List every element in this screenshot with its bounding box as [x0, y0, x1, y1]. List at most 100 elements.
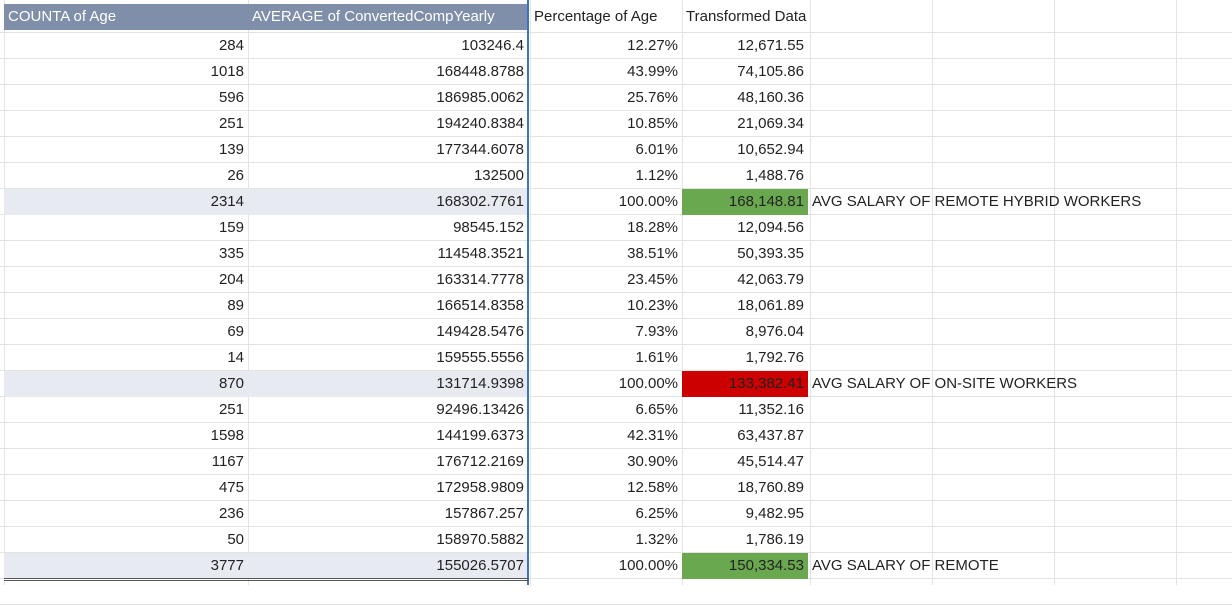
average-cell[interactable]: 158970.5882: [436, 531, 524, 548]
count-cell[interactable]: 2314: [4, 189, 248, 215]
count-cell[interactable]: 1598: [210, 427, 244, 444]
count-cell[interactable]: 596: [218, 89, 244, 106]
transformed-cell[interactable]: 18,760.89: [737, 479, 804, 496]
table-row: 14 159555.5556 1.61% 1,792.76: [0, 345, 1232, 371]
percentage-cell[interactable]: 1.32%: [635, 531, 678, 548]
average-cell[interactable]: 186985.0062: [436, 89, 524, 106]
transformed-cell[interactable]: 18,061.89: [737, 297, 804, 314]
average-cell[interactable]: 149428.5476: [436, 323, 524, 340]
count-cell[interactable]: 284: [218, 37, 244, 54]
percentage-cell[interactable]: 100.00%: [618, 557, 678, 574]
count-cell[interactable]: 475: [218, 479, 244, 496]
transformed-cell[interactable]: 42,063.79: [737, 271, 804, 288]
row-gridline: [0, 58, 1232, 59]
average-cell[interactable]: 166514.8358: [436, 297, 524, 314]
count-cell[interactable]: 3777: [4, 553, 248, 579]
percentage-cell[interactable]: 6.65%: [635, 401, 678, 418]
percentage-cell[interactable]: 7.93%: [635, 323, 678, 340]
highlighted-transformed-cell[interactable]: 133,382.41: [682, 371, 808, 397]
percentage-cell[interactable]: 1.61%: [635, 349, 678, 366]
transformed-cell[interactable]: 63,437.87: [737, 427, 804, 444]
count-cell[interactable]: 251: [218, 401, 244, 418]
count-cell[interactable]: 139: [218, 141, 244, 158]
transformed-cell[interactable]: 12,094.56: [737, 219, 804, 236]
row-gridline: [0, 266, 1232, 267]
average-cell[interactable]: 163314.7778: [436, 271, 524, 288]
transformed-cell[interactable]: 10,652.94: [737, 141, 804, 158]
header-counta-of-age[interactable]: COUNTA of Age: [4, 4, 248, 30]
count-cell[interactable]: 69: [227, 323, 244, 340]
average-cell[interactable]: 103246.4: [461, 37, 524, 54]
average-cell[interactable]: 131714.9398: [248, 371, 528, 397]
percentage-cell[interactable]: 12.58%: [627, 479, 678, 496]
percentage-cell[interactable]: 10.23%: [627, 297, 678, 314]
average-cell[interactable]: 132500: [473, 167, 524, 184]
table-row: 335 114548.3521 38.51% 50,393.35: [0, 241, 1232, 267]
table-row: 284 103246.4 12.27% 12,671.55: [0, 33, 1232, 59]
count-cell[interactable]: 89: [227, 297, 244, 314]
count-cell[interactable]: 159: [218, 219, 244, 236]
percentage-cell[interactable]: 23.45%: [627, 271, 678, 288]
percentage-cell[interactable]: 38.51%: [627, 245, 678, 262]
average-cell[interactable]: 92496.13426: [436, 401, 524, 418]
percentage-cell[interactable]: 6.25%: [635, 505, 678, 522]
average-cell[interactable]: 157867.257: [444, 505, 524, 522]
count-cell[interactable]: 870: [4, 371, 248, 397]
table-row: 1167 176712.2169 30.90% 45,514.47: [0, 449, 1232, 475]
count-cell[interactable]: 50: [227, 531, 244, 548]
percentage-cell[interactable]: 18.28%: [627, 219, 678, 236]
transformed-cell[interactable]: 45,514.47: [737, 453, 804, 470]
average-cell[interactable]: 172958.9809: [436, 479, 524, 496]
average-cell[interactable]: 176712.2169: [436, 453, 524, 470]
annotation-cell[interactable]: AVG SALARY OF ON-SITE WORKERS: [812, 375, 1078, 392]
count-cell[interactable]: 204: [218, 271, 244, 288]
transformed-cell[interactable]: 1,786.19: [745, 531, 804, 548]
average-cell[interactable]: 194240.8384: [436, 115, 524, 132]
percentage-cell[interactable]: 1.12%: [635, 167, 678, 184]
header-average-converted-comp[interactable]: AVERAGE of ConvertedCompYearly: [248, 4, 528, 30]
average-cell[interactable]: 155026.5707: [248, 553, 528, 579]
percentage-cell[interactable]: 6.01%: [635, 141, 678, 158]
transformed-cell[interactable]: 9,482.95: [745, 505, 804, 522]
transformed-cell[interactable]: 50,393.35: [737, 245, 804, 262]
percentage-cell[interactable]: 10.85%: [627, 115, 678, 132]
percentage-cell[interactable]: 25.76%: [627, 89, 678, 106]
average-cell[interactable]: 114548.3521: [437, 245, 524, 262]
table-row: 89 166514.8358 10.23% 18,061.89: [0, 293, 1232, 319]
count-cell[interactable]: 14: [227, 349, 244, 366]
annotation-cell[interactable]: AVG SALARY OF REMOTE: [812, 557, 999, 574]
average-cell[interactable]: 168302.7761: [248, 189, 528, 215]
average-cell[interactable]: 98545.152: [453, 219, 524, 236]
count-cell[interactable]: 1018: [210, 63, 244, 80]
percentage-cell[interactable]: 43.99%: [627, 63, 678, 80]
row-gridline: [0, 422, 1232, 423]
transformed-cell[interactable]: 12,671.55: [737, 37, 804, 54]
transformed-cell[interactable]: 1,488.76: [745, 167, 804, 184]
header-percentage-of-age[interactable]: Percentage of Age: [534, 8, 658, 25]
average-cell[interactable]: 168448.8788: [436, 63, 524, 80]
percentage-cell[interactable]: 42.31%: [627, 427, 678, 444]
percentage-cell[interactable]: 100.00%: [618, 193, 678, 210]
transformed-cell[interactable]: 74,105.86: [737, 63, 804, 80]
average-cell[interactable]: 177344.6078: [436, 141, 524, 158]
transformed-cell[interactable]: 1,792.76: [745, 349, 804, 366]
transformed-cell[interactable]: 21,069.34: [737, 115, 804, 132]
transformed-cell[interactable]: 8,976.04: [745, 323, 804, 340]
average-cell[interactable]: 159555.5556: [436, 349, 524, 366]
count-cell[interactable]: 26: [227, 167, 244, 184]
percentage-cell[interactable]: 30.90%: [627, 453, 678, 470]
transformed-cell[interactable]: 11,352.16: [738, 401, 804, 418]
average-cell[interactable]: 144199.6373: [436, 427, 524, 444]
annotation-cell[interactable]: AVG SALARY OF REMOTE HYBRID WORKERS: [812, 193, 1142, 210]
transformed-cell[interactable]: 48,160.36: [737, 89, 804, 106]
percentage-cell[interactable]: 100.00%: [618, 375, 678, 392]
percentage-cell[interactable]: 12.27%: [627, 37, 678, 54]
highlighted-transformed-cell[interactable]: 168,148.81: [682, 189, 808, 215]
count-cell[interactable]: 335: [218, 245, 244, 262]
count-cell[interactable]: 236: [218, 505, 244, 522]
highlighted-transformed-cell[interactable]: 150,334.53: [682, 553, 808, 579]
count-cell[interactable]: 251: [218, 115, 244, 132]
count-cell[interactable]: 1167: [211, 453, 244, 470]
header-transformed-data[interactable]: Transformed Data: [686, 8, 807, 25]
pivot-table-border: [527, 0, 529, 585]
